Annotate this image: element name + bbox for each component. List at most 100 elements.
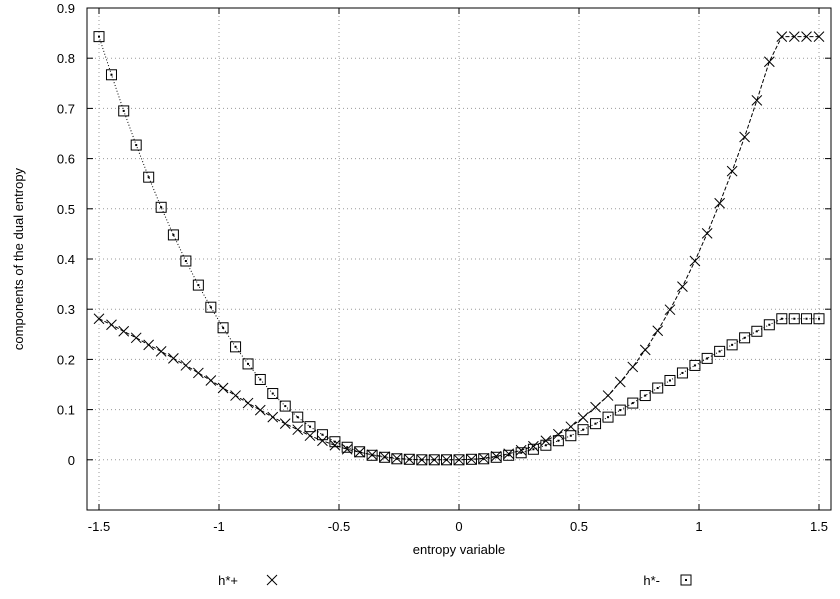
data-point-square bbox=[180, 255, 192, 267]
y-axis-label: components of the dual entropy bbox=[11, 167, 26, 350]
data-point-square bbox=[614, 404, 626, 416]
data-point-square bbox=[329, 436, 341, 448]
data-point-cross bbox=[639, 344, 651, 356]
data-point-cross bbox=[106, 319, 117, 331]
data-point-square bbox=[230, 341, 242, 353]
data-point-square bbox=[242, 358, 254, 370]
data-point-square bbox=[776, 313, 788, 325]
x-tick-label: 1 bbox=[695, 519, 702, 534]
x-tick-label: 1.5 bbox=[810, 519, 828, 534]
legend: h*+ h*- bbox=[218, 573, 692, 588]
data-point-square bbox=[379, 451, 391, 463]
data-point-cross bbox=[180, 360, 192, 371]
data-point-cross bbox=[329, 439, 341, 451]
data-point-square bbox=[465, 453, 477, 465]
data-point-square bbox=[788, 313, 800, 325]
x-tick-label: -0.5 bbox=[328, 519, 350, 534]
data-point-square bbox=[167, 229, 179, 241]
data-point-cross bbox=[813, 31, 825, 42]
y-tick-label: 0 bbox=[68, 453, 75, 468]
data-point-square bbox=[602, 411, 614, 423]
data-point-square bbox=[552, 435, 564, 447]
x-tick-label: 0 bbox=[455, 519, 462, 534]
data-point-square bbox=[751, 325, 763, 337]
data-point-square bbox=[453, 454, 465, 466]
data-point-square bbox=[763, 319, 775, 331]
y-tick-label: 0.1 bbox=[57, 403, 75, 418]
legend-cross-icon bbox=[266, 574, 278, 586]
data-point-square bbox=[217, 322, 229, 334]
data-point-square bbox=[130, 139, 142, 151]
data-point-square bbox=[391, 453, 403, 465]
data-point-square bbox=[726, 339, 738, 351]
data-point-cross bbox=[267, 411, 279, 423]
legend-label-h-minus: h*- bbox=[643, 573, 660, 588]
data-point-square bbox=[341, 441, 353, 453]
data-point-cross bbox=[304, 430, 316, 442]
data-point-cross bbox=[193, 367, 204, 379]
data-point-square bbox=[490, 451, 502, 463]
data-point-square bbox=[801, 313, 813, 325]
data-point-cross bbox=[751, 95, 763, 106]
data-point-cross bbox=[664, 304, 676, 316]
data-point-square bbox=[192, 279, 204, 291]
data-point-square bbox=[652, 382, 664, 394]
data-point-cross bbox=[739, 131, 750, 143]
data-point-cross bbox=[577, 412, 589, 423]
data-point-square bbox=[292, 411, 304, 423]
grid bbox=[87, 7, 831, 510]
y-tick-label: 0.3 bbox=[57, 302, 75, 317]
x-tick-label: -1.5 bbox=[88, 519, 110, 534]
data-point-cross bbox=[279, 418, 291, 430]
y-tick-label: 0.6 bbox=[57, 152, 75, 167]
series-layer bbox=[93, 31, 825, 466]
data-point-cross bbox=[217, 382, 229, 394]
data-point-square bbox=[701, 352, 713, 364]
data-point-cross bbox=[292, 424, 304, 436]
x-tick-label: -1 bbox=[213, 519, 225, 534]
data-point-square bbox=[664, 374, 676, 386]
legend-label-h-plus: h*+ bbox=[218, 573, 238, 588]
legend-marker-square bbox=[680, 574, 692, 586]
data-point-cross bbox=[614, 376, 626, 388]
x-axis-label: entropy variable bbox=[413, 542, 506, 557]
data-point-cross bbox=[143, 339, 155, 351]
data-point-square bbox=[689, 359, 701, 371]
data-point-cross bbox=[242, 397, 254, 409]
data-point-square bbox=[143, 171, 155, 183]
data-point-cross bbox=[652, 325, 664, 337]
data-point-square bbox=[366, 449, 378, 461]
y-tick-label: 0.2 bbox=[57, 352, 75, 367]
data-point-cross bbox=[490, 450, 502, 462]
data-point-square bbox=[354, 446, 366, 458]
data-point-square bbox=[515, 447, 527, 459]
data-point-cross bbox=[515, 444, 527, 456]
data-point-square bbox=[267, 388, 279, 400]
data-point-square bbox=[503, 449, 515, 461]
data-point-cross bbox=[590, 401, 601, 413]
data-point-cross bbox=[168, 353, 179, 364]
data-point-square bbox=[627, 397, 639, 409]
data-point-square bbox=[118, 105, 130, 117]
data-point-cross bbox=[565, 421, 577, 433]
data-point-square bbox=[155, 201, 167, 213]
data-point-square bbox=[254, 373, 266, 385]
data-point-square bbox=[428, 454, 440, 466]
series-h-minus bbox=[93, 31, 825, 466]
data-point-square bbox=[540, 439, 552, 451]
data-point-square bbox=[416, 454, 428, 466]
y-tick-label: 0.4 bbox=[57, 252, 75, 267]
data-point-square bbox=[590, 418, 602, 430]
data-point-cross bbox=[602, 390, 614, 401]
data-point-square bbox=[304, 421, 316, 433]
data-point-square bbox=[739, 332, 751, 344]
y-tick-label: 0.9 bbox=[57, 1, 75, 16]
data-point-cross bbox=[627, 361, 639, 373]
data-point-square bbox=[205, 301, 217, 313]
data-point-cross bbox=[205, 375, 217, 386]
data-point-square bbox=[403, 453, 415, 465]
data-point-square bbox=[676, 367, 688, 379]
data-point-cross bbox=[776, 31, 788, 42]
data-point-cross bbox=[317, 435, 328, 447]
